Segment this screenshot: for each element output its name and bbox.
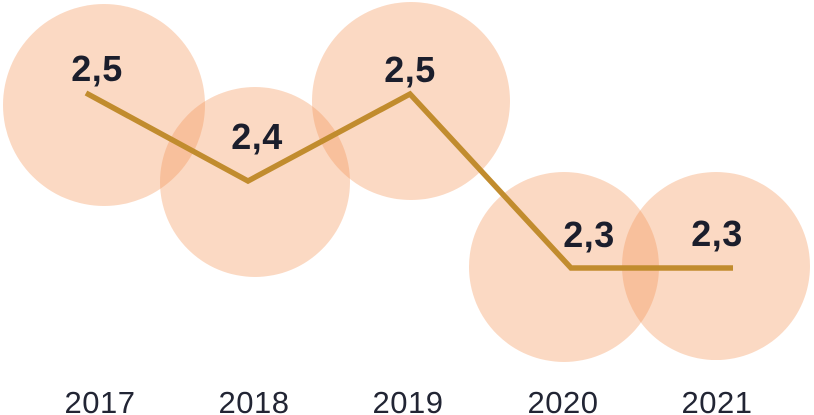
value-label-group: 2,5 2,4 2,5 2,3 2,3	[71, 48, 743, 255]
value-label-2021: 2,3	[691, 213, 743, 254]
bubble-group	[3, 2, 810, 362]
x-axis-label-2018: 2018	[219, 385, 290, 415]
x-axis-label-group: 2017 2018 2019 2020 2021	[65, 385, 753, 415]
value-label-2018: 2,4	[231, 116, 283, 157]
bubble-2018	[160, 87, 350, 277]
x-axis-label-2017: 2017	[65, 385, 136, 415]
x-axis-label-2019: 2019	[373, 385, 444, 415]
value-label-2017: 2,5	[71, 48, 123, 89]
value-label-2019: 2,5	[384, 49, 436, 90]
x-axis-label-2021: 2021	[682, 385, 753, 415]
x-axis-label-2020: 2020	[528, 385, 599, 415]
bubble-2020	[469, 172, 659, 362]
value-label-2020: 2,3	[563, 214, 615, 255]
trend-line	[84, 90, 733, 271]
